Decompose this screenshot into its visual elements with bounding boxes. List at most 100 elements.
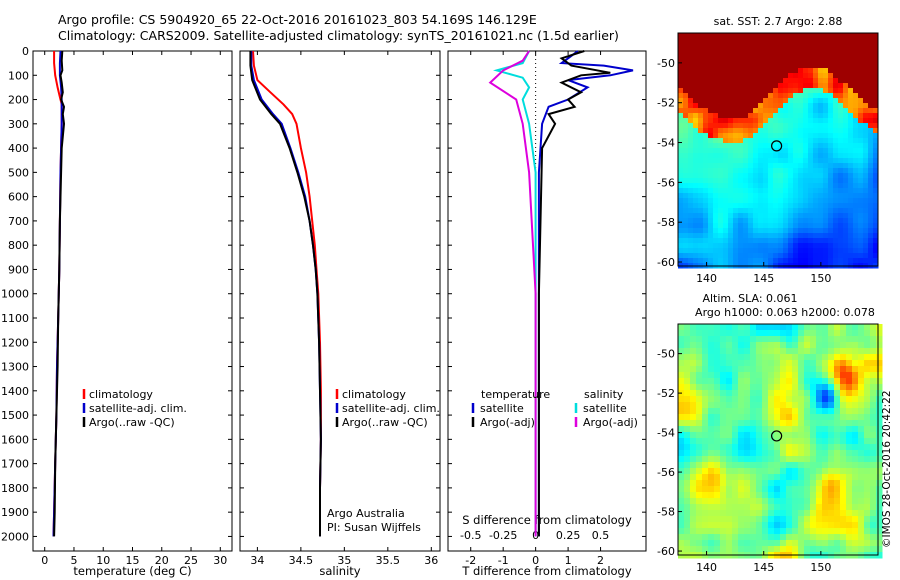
y-tick-label: 500	[8, 166, 29, 179]
heatmap-cell	[738, 432, 745, 439]
heatmap-cell	[726, 402, 733, 409]
heatmap-cell	[708, 342, 715, 349]
heatmap-cell	[840, 366, 847, 373]
heatmap-cell	[804, 342, 811, 349]
heatmap-cell	[838, 43, 844, 49]
heatmap-cell	[708, 408, 715, 415]
heatmap-cell	[773, 128, 779, 134]
heatmap-cell	[810, 414, 817, 421]
heatmap-cell	[696, 540, 703, 547]
heatmap-cell	[753, 218, 759, 224]
heatmap-cell	[853, 168, 859, 174]
heatmap-cell	[798, 468, 805, 475]
heatmap-cell	[728, 198, 734, 204]
heatmap-cell	[818, 123, 824, 129]
heatmap-cell	[823, 138, 829, 144]
heatmap-cell	[810, 390, 817, 397]
heatmap-cell	[683, 223, 689, 229]
heatmap-cell	[858, 53, 864, 59]
heatmap-cell	[732, 408, 739, 415]
heatmap-cell	[864, 324, 871, 331]
heatmap-cell	[773, 208, 779, 214]
heatmap-cell	[803, 158, 809, 164]
heatmap-cell	[762, 384, 769, 391]
heatmap-cell	[718, 193, 724, 199]
heatmap-cell	[708, 138, 714, 144]
heatmap-cell	[732, 396, 739, 403]
heatmap-cell	[843, 68, 849, 74]
heatmap-cell	[762, 378, 769, 385]
heatmap-cell	[768, 148, 774, 154]
heatmap-cell	[732, 540, 739, 547]
heatmap-cell	[713, 253, 719, 259]
heatmap-cell	[852, 456, 859, 463]
heatmap-cell	[714, 522, 721, 529]
heatmap-cell	[708, 492, 715, 499]
heatmap-cell	[793, 208, 799, 214]
heatmap-cell	[762, 390, 769, 397]
heatmap-cell	[748, 183, 754, 189]
heatmap-cell	[846, 504, 853, 511]
heatmap-cell	[768, 203, 774, 209]
heatmap-cell	[870, 486, 877, 493]
heatmap-cell	[868, 253, 874, 259]
heatmap-cell	[838, 178, 844, 184]
heatmap-cell	[876, 396, 883, 403]
heatmap-cell	[834, 534, 841, 541]
heatmap-cell	[732, 474, 739, 481]
heatmap-cell	[804, 396, 811, 403]
heatmap-cell	[834, 348, 841, 355]
heatmap-cell	[723, 68, 729, 74]
heatmap-cell	[840, 510, 847, 517]
heatmap-cell	[863, 48, 869, 54]
heatmap-cell	[863, 228, 869, 234]
heatmap-cell	[726, 336, 733, 343]
heatmap-cell	[793, 68, 799, 74]
heatmap-cell	[793, 43, 799, 49]
heatmap-cell	[748, 133, 754, 139]
heatmap-cell	[868, 183, 874, 189]
heatmap-cell	[798, 360, 805, 367]
heatmap-cell	[838, 133, 844, 139]
heatmap-cell	[738, 534, 745, 541]
heatmap-cell	[838, 53, 844, 59]
heatmap-cell	[728, 58, 734, 64]
heatmap-cell	[804, 348, 811, 355]
heatmap-cell	[718, 43, 724, 49]
heatmap-cell	[804, 462, 811, 469]
heatmap-cell	[780, 354, 787, 361]
heatmap-cell	[690, 528, 697, 535]
heatmap-cell	[852, 462, 859, 469]
heatmap-cell	[758, 33, 764, 39]
heatmap-cell	[696, 354, 703, 361]
heatmap-cell	[853, 188, 859, 194]
heatmap-cell	[683, 113, 689, 119]
heatmap-cell	[858, 342, 865, 349]
heatmap-cell	[678, 402, 685, 409]
heatmap-cell	[778, 113, 784, 119]
heatmap-cell	[703, 183, 709, 189]
heatmap-cell	[714, 480, 721, 487]
heatmap-cell	[808, 108, 814, 114]
heatmap-cell	[813, 43, 819, 49]
heatmap-cell	[798, 58, 804, 64]
x-tick-label: 2	[597, 554, 604, 567]
heatmap-cell	[726, 444, 733, 451]
heatmap-cell	[723, 38, 729, 44]
heatmap-cell	[720, 336, 727, 343]
heatmap-cell	[723, 53, 729, 59]
heatmap-cell	[714, 372, 721, 379]
heatmap-cell	[778, 208, 784, 214]
heatmap-cell	[723, 198, 729, 204]
heatmap-cell	[834, 504, 841, 511]
heatmap-cell	[678, 118, 684, 124]
heatmap-cell	[762, 510, 769, 517]
heatmap-cell	[840, 480, 847, 487]
heatmap-cell	[853, 228, 859, 234]
heatmap-cell	[702, 366, 709, 373]
heatmap-cell	[726, 462, 733, 469]
heatmap-cell	[778, 133, 784, 139]
heatmap-cell	[744, 354, 751, 361]
heatmap-cell	[798, 193, 804, 199]
heatmap-cell	[718, 233, 724, 239]
